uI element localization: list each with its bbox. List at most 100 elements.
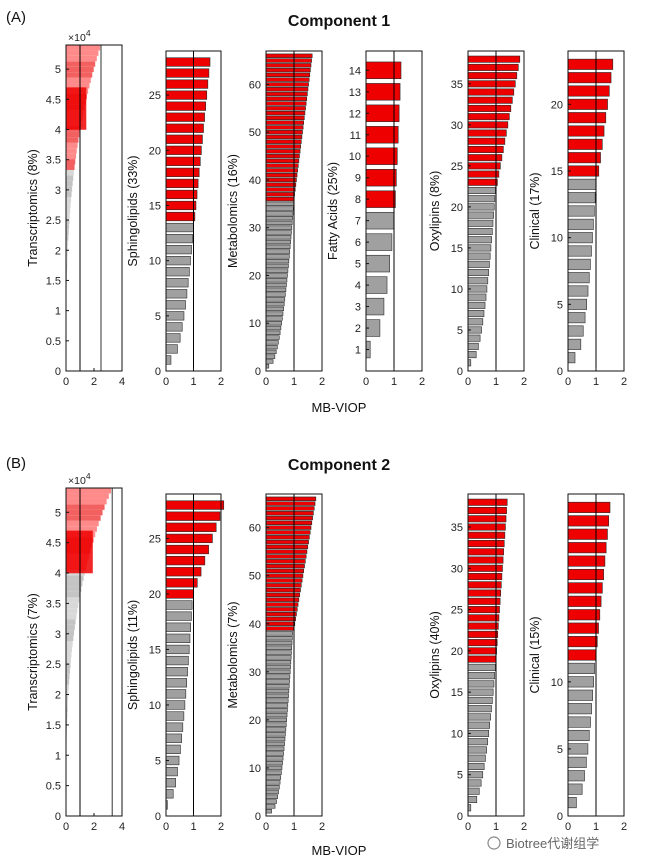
bar-not-selected [265, 688, 290, 694]
x-tick-label: 1 [593, 821, 599, 833]
bar-selected [467, 630, 499, 638]
bar-selected [467, 63, 519, 71]
bar-selected [265, 554, 307, 559]
bar-not-selected [265, 220, 293, 226]
bar-not-selected [265, 201, 295, 206]
bar-not-selected [66, 652, 72, 658]
bar-selected [467, 556, 504, 564]
bar-selected [265, 173, 298, 178]
y-tick-label: 2.5 [46, 659, 61, 671]
y-tick-label: 20 [451, 202, 463, 214]
bar-not-selected [467, 260, 490, 268]
bar-selected [265, 177, 297, 183]
x-tick-label: 2 [521, 376, 527, 388]
bar-selected [467, 154, 503, 162]
bar-not-selected [567, 205, 595, 217]
y-tick-label: 14 [349, 65, 361, 77]
bar-not-selected [265, 751, 284, 756]
bar-not-selected [567, 703, 592, 715]
bar-selected [165, 123, 204, 133]
y-tick-label: 10 [249, 763, 261, 775]
bar-not-selected [66, 668, 70, 674]
bar-not-selected [66, 246, 68, 252]
bar-selected [66, 159, 76, 165]
y-tick-label: 10 [551, 233, 563, 245]
bar-selected [66, 50, 99, 56]
bar-not-selected [467, 663, 496, 671]
y-tick-label: 35 [451, 522, 463, 534]
bar-not-selected [66, 586, 82, 592]
bar-not-selected [66, 186, 73, 192]
bar-not-selected [265, 268, 289, 273]
bar-selected [467, 80, 516, 88]
bar-not-selected [66, 684, 69, 691]
y-tick-label: 10 [451, 728, 463, 740]
bar-not-selected [265, 249, 291, 254]
bar-selected [265, 192, 295, 197]
y-tick-label: 40 [249, 619, 261, 631]
bar-not-selected [66, 706, 68, 713]
bar-not-selected [265, 349, 277, 355]
bar-not-selected [265, 727, 287, 732]
bar-not-selected [467, 293, 487, 301]
y-tick-label: 15 [149, 644, 161, 656]
bar-selected [265, 110, 306, 116]
y-tick-label: 0 [155, 811, 161, 823]
bar-not-selected [467, 219, 494, 227]
bar-not-selected [165, 733, 182, 743]
bar-selected [567, 609, 601, 621]
bar-selected [265, 616, 296, 622]
y-tick-label: 5 [155, 755, 161, 767]
bar-not-selected [66, 630, 75, 636]
bar-selected [567, 98, 608, 110]
bar-not-selected [265, 301, 285, 307]
y-tick-label: 15 [451, 687, 463, 699]
x-tick-label: 4 [119, 821, 125, 833]
bar-not-selected [265, 645, 293, 650]
bar-not-selected [265, 273, 288, 278]
bar-selected [467, 515, 507, 523]
subplot-7: 0 2 4 0 0.5 1 1.5 2 2.5 3 3.5 4 4.5 5 ×104 Transcriptom… [26, 471, 125, 833]
bar-selected [66, 148, 77, 154]
y-multiplier-exponent: 4 [86, 471, 91, 481]
bar-selected [467, 88, 515, 96]
bar-selected [265, 120, 305, 125]
bar-not-selected [165, 778, 176, 788]
bar-not-selected [567, 783, 583, 795]
bar-not-selected [66, 624, 75, 631]
bar-selected [66, 153, 76, 160]
y-tick-label: 20 [149, 145, 161, 157]
bar-selected [265, 139, 302, 144]
bar-not-selected [467, 688, 494, 696]
bar-not-selected [66, 597, 80, 603]
y-axis-label: Clinical (15%) [528, 616, 542, 693]
bar-not-selected [66, 717, 68, 724]
x-tick-label: 4 [119, 376, 125, 388]
bar-not-selected [265, 216, 293, 221]
bar-selected [567, 85, 610, 97]
bar-not-selected [467, 705, 492, 713]
bar-selected [567, 649, 597, 661]
bar-not-selected [567, 770, 585, 782]
y-tick-label: 30 [249, 223, 261, 235]
x-tick-label: 1 [291, 821, 297, 833]
bar-selected [265, 101, 307, 106]
bar-not-selected [265, 655, 292, 660]
y-tick-label: 15 [149, 200, 161, 212]
subplots: 0 2 400.511.522.533.544.55×104Transcriptom… [26, 28, 627, 833]
y-tick-label: 40 [249, 175, 261, 187]
bar-selected [265, 87, 309, 92]
y-tick-label: 1.5 [46, 720, 61, 732]
bar-selected [265, 182, 297, 187]
y-tick-label: 3 [55, 629, 61, 641]
bar-selected [66, 131, 80, 138]
bar-selected [567, 72, 612, 84]
x-tick-label: 0 [63, 376, 69, 388]
bar-not-selected [567, 689, 593, 701]
bar-selected [66, 530, 93, 574]
bar-selected [467, 655, 497, 663]
bar-not-selected [265, 335, 280, 340]
bar-selected [365, 169, 397, 187]
x-tick-label: 1 [291, 376, 297, 388]
y-tick-label: 0 [457, 811, 463, 823]
